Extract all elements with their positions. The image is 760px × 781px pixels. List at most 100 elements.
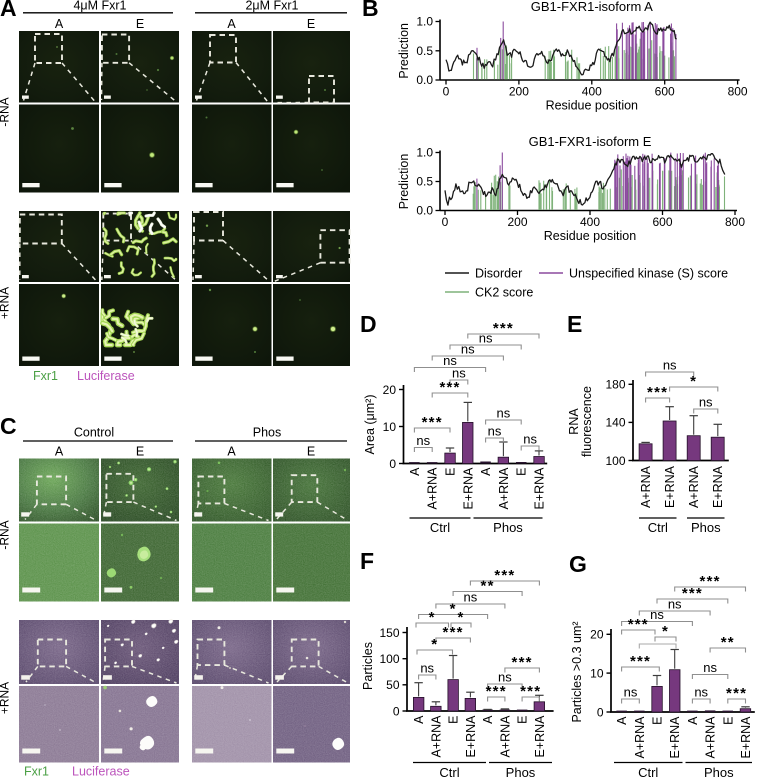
svg-text:0: 0 <box>597 705 604 719</box>
svg-text:E: E <box>307 17 315 31</box>
svg-text:ns: ns <box>479 331 493 346</box>
svg-text:CK2 score: CK2 score <box>475 286 533 300</box>
svg-text:A: A <box>55 17 64 31</box>
svg-text:100: 100 <box>605 454 625 468</box>
svg-text:ns: ns <box>663 358 677 373</box>
svg-text:0.5: 0.5 <box>416 175 433 189</box>
svg-text:A: A <box>227 17 236 31</box>
svg-text:ns: ns <box>497 406 511 421</box>
svg-text:4μM Fxr1: 4μM Fxr1 <box>73 0 126 13</box>
svg-text:E: E <box>307 445 315 459</box>
svg-text:E+RNA: E+RNA <box>464 715 478 758</box>
svg-text:***: *** <box>647 384 668 401</box>
svg-text:A: A <box>412 715 426 724</box>
svg-text:***: *** <box>628 616 649 633</box>
svg-text:200: 200 <box>509 85 529 99</box>
svg-text:A+RNA: A+RNA <box>429 715 443 758</box>
svg-text:10: 10 <box>590 666 604 680</box>
svg-text:A: A <box>408 467 422 476</box>
svg-text:ns: ns <box>420 661 434 676</box>
svg-text:140: 140 <box>605 416 625 430</box>
svg-text:E: E <box>515 468 529 476</box>
svg-text:ns: ns <box>498 670 512 685</box>
svg-text:0.0: 0.0 <box>416 204 433 218</box>
svg-text:*: * <box>690 373 697 390</box>
svg-text:Fxr1: Fxr1 <box>33 369 58 383</box>
svg-text:ns: ns <box>624 685 638 700</box>
svg-text:Area (μm²): Area (μm²) <box>363 395 377 455</box>
svg-text:100: 100 <box>379 652 399 666</box>
svg-text:ns: ns <box>464 590 478 605</box>
svg-text:Phos: Phos <box>506 765 536 780</box>
svg-text:Prediction: Prediction <box>397 23 411 79</box>
svg-text:50: 50 <box>386 678 400 692</box>
svg-text:Luciferase: Luciferase <box>77 369 135 383</box>
svg-text:E+RNA: E+RNA <box>461 467 475 510</box>
svg-text:180: 180 <box>605 378 625 392</box>
svg-text:*: * <box>457 609 464 626</box>
svg-text:E: E <box>651 717 665 725</box>
svg-text:E+RNA: E+RNA <box>739 716 753 759</box>
svg-text:E: E <box>447 716 461 724</box>
svg-text:***: *** <box>422 414 443 431</box>
svg-text:Unspecified kinase (S) score: Unspecified kinase (S) score <box>569 267 728 281</box>
svg-text:0: 0 <box>393 704 400 718</box>
svg-text:Fxr1: Fxr1 <box>24 765 49 779</box>
svg-text:E: E <box>516 716 530 724</box>
svg-text:ns: ns <box>488 424 502 439</box>
svg-text:A: A <box>686 716 700 725</box>
svg-text:A+RNA: A+RNA <box>633 716 647 759</box>
svg-text:Phos: Phos <box>253 426 282 440</box>
svg-text:ns: ns <box>523 432 537 447</box>
svg-text:-RNA: -RNA <box>0 97 12 126</box>
svg-text:***: *** <box>700 573 721 590</box>
svg-text:**: ** <box>481 578 495 595</box>
svg-text:Luciferase: Luciferase <box>72 765 130 779</box>
svg-text:E: E <box>444 468 458 476</box>
svg-text:0: 0 <box>389 457 396 471</box>
svg-text:A: A <box>0 0 17 21</box>
svg-text:**: ** <box>721 634 735 651</box>
svg-text:0.5: 0.5 <box>416 44 433 58</box>
svg-text:Ctrl: Ctrl <box>648 520 668 535</box>
svg-text:A+RNA: A+RNA <box>639 465 653 508</box>
svg-text:400: 400 <box>582 85 602 99</box>
svg-text:+RNA: +RNA <box>0 682 12 714</box>
svg-text:A: A <box>227 445 236 459</box>
svg-text:ns: ns <box>650 607 664 622</box>
svg-text:1.0: 1.0 <box>416 146 433 160</box>
svg-text:E+RNA: E+RNA <box>533 715 547 758</box>
svg-text:Ctrl: Ctrl <box>430 520 450 535</box>
svg-text:***: *** <box>443 624 464 641</box>
svg-text:E: E <box>567 311 582 337</box>
svg-text:***: *** <box>726 685 747 702</box>
svg-text:0.0: 0.0 <box>416 73 433 87</box>
svg-text:***: *** <box>630 653 651 670</box>
svg-text:800: 800 <box>725 215 745 229</box>
svg-text:Residue position: Residue position <box>544 229 636 243</box>
svg-text:ns: ns <box>461 342 475 357</box>
svg-text:1.0: 1.0 <box>416 15 433 29</box>
svg-text:Residue position: Residue position <box>546 99 638 113</box>
svg-text:20: 20 <box>383 383 397 397</box>
svg-text:GB1-FXR1-isoform E: GB1-FXR1-isoform E <box>529 134 652 149</box>
svg-text:150: 150 <box>379 626 399 640</box>
svg-text:*: * <box>429 609 436 626</box>
svg-text:*: * <box>662 623 669 640</box>
svg-text:ns: ns <box>443 353 457 368</box>
svg-text:600: 600 <box>655 85 675 99</box>
svg-text:200: 200 <box>507 215 527 229</box>
svg-text:***: *** <box>512 654 533 671</box>
svg-text:A+RNA: A+RNA <box>687 465 701 508</box>
svg-text:E: E <box>136 445 144 459</box>
svg-text:Particles >0.3 um²: Particles >0.3 um² <box>570 621 584 722</box>
svg-text:E: E <box>721 717 735 725</box>
svg-text:F: F <box>360 548 374 574</box>
svg-text:+RNA: +RNA <box>0 287 12 319</box>
svg-text:E+RNA: E+RNA <box>711 465 725 508</box>
svg-text:***: *** <box>682 585 703 602</box>
svg-text:Phos: Phos <box>493 520 523 535</box>
svg-text:*: * <box>450 601 457 618</box>
svg-text:E+RNA: E+RNA <box>533 467 547 510</box>
svg-text:A+RNA: A+RNA <box>497 467 511 510</box>
